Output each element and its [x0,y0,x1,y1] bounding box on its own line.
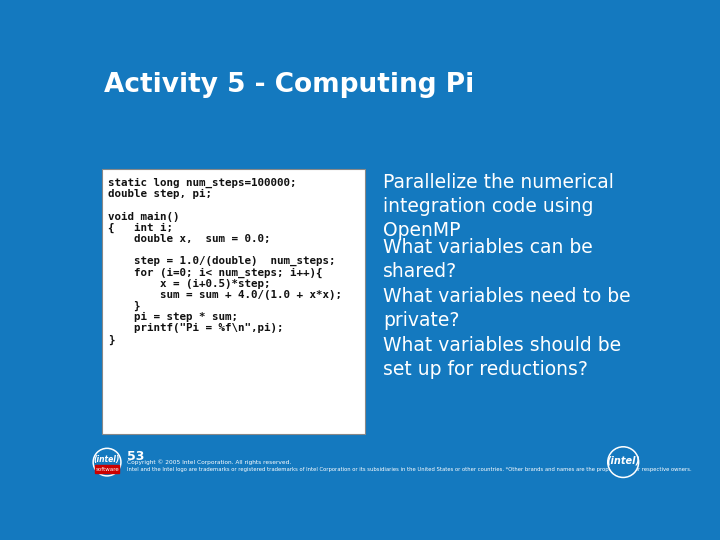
Text: software: software [95,467,119,471]
Text: 53: 53 [127,450,145,463]
Text: Parallelize the numerical
integration code using
OpenMP: Parallelize the numerical integration co… [383,173,614,240]
Bar [90,65,648,105]
Text: (intel): (intel) [94,455,120,464]
Circle shape [609,448,637,476]
Text: pi = step * sum;: pi = step * sum; [108,312,238,322]
Circle shape [608,447,639,477]
Text: step = 1.0/(double)  num_steps;: step = 1.0/(double) num_steps; [108,256,336,266]
FancyBboxPatch shape [102,168,365,434]
Text: sum = sum + 4.0/(1.0 + x*x);: sum = sum + 4.0/(1.0 + x*x); [108,289,342,300]
Text: What variables should be
set up for reductions?: What variables should be set up for redu… [383,336,621,380]
Text: Intel and the Intel logo are trademarks or registered trademarks of Intel Corpor: Intel and the Intel logo are trademarks … [127,467,692,472]
Text: for (i=0; i< num_steps; i++){: for (i=0; i< num_steps; i++){ [108,267,323,278]
Text: }: } [108,301,140,311]
Text: x = (i+0.5)*step;: x = (i+0.5)*step; [108,279,270,288]
Text: double step, pi;: double step, pi; [108,189,212,199]
Text: Copyright © 2005 Intel Corporation. All rights reserved.: Copyright © 2005 Intel Corporation. All … [127,459,292,465]
Text: printf("Pi = %f\n",pi);: printf("Pi = %f\n",pi); [108,323,284,333]
Text: {   int i;: { int i; [108,222,173,233]
Circle shape [93,448,121,476]
Circle shape [94,450,120,475]
Text: }: } [108,334,114,345]
Text: What variables can be
shared?: What variables can be shared? [383,238,593,281]
Text: What variables need to be
private?: What variables need to be private? [383,287,631,330]
Bar [94,465,120,473]
Text: Activity 5 - Computing Pi: Activity 5 - Computing Pi [104,72,474,98]
Text: (intel): (intel) [606,456,640,465]
Text: double x,  sum = 0.0;: double x, sum = 0.0; [108,234,270,244]
Text: static long num_steps=100000;: static long num_steps=100000; [108,178,297,188]
Bar [90,444,648,481]
Text: void main(): void main() [108,212,179,221]
